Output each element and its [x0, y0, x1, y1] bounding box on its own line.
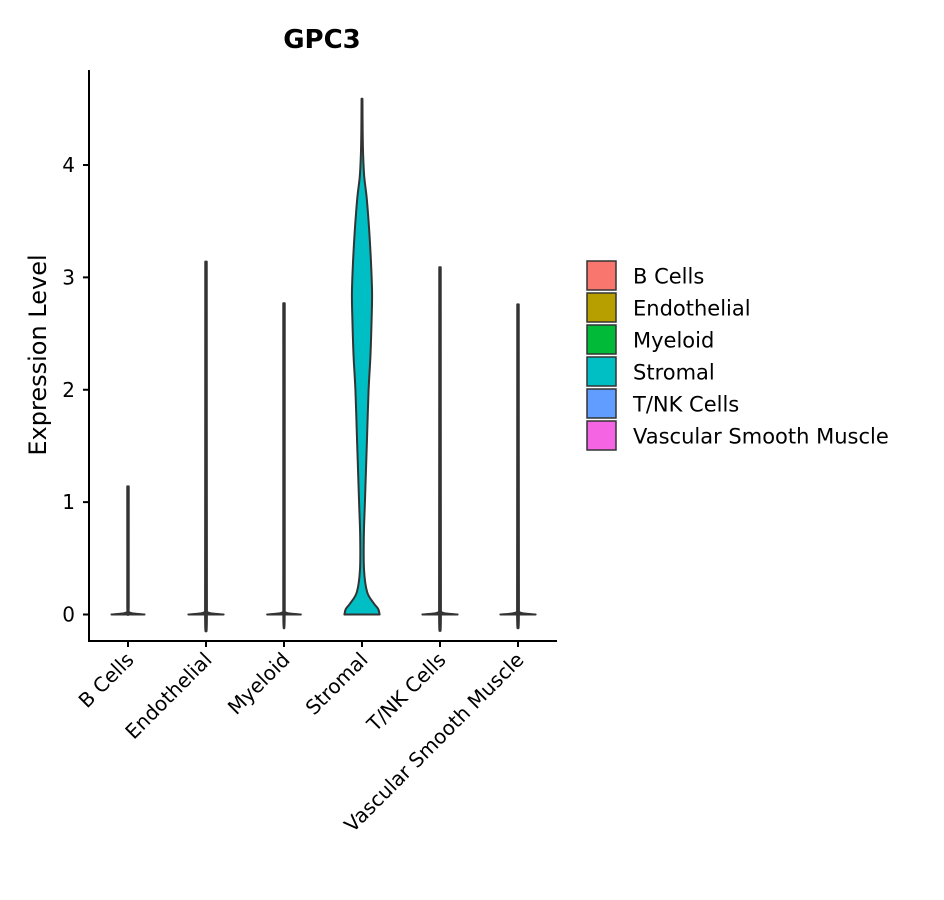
legend-key: [586, 260, 617, 291]
x-tick-label: B Cells: [74, 648, 139, 713]
y-tick-label: 0: [62, 603, 75, 627]
violin-endothelial: [187, 260, 225, 633]
x-tick-label: Stromal: [301, 648, 373, 720]
violin-myeloid: [266, 302, 302, 630]
legend-label: T/NK Cells: [632, 393, 739, 417]
y-tick-label: 3: [62, 265, 75, 289]
legend-label: Endothelial: [633, 297, 751, 321]
y-tick-label: 4: [62, 153, 75, 177]
violin-stromal: [343, 97, 381, 616]
x-tick-label: Myeloid: [223, 648, 295, 720]
legend-label: Myeloid: [633, 329, 714, 353]
legend-label: Vascular Smooth Muscle: [633, 425, 889, 449]
legend-key: [586, 356, 617, 387]
legend-key: [586, 292, 617, 323]
violin-vascular-smooth-muscle: [499, 303, 537, 630]
violin-t-nk-cells: [421, 266, 459, 632]
legend-key: [586, 420, 617, 451]
violin-group: [110, 97, 537, 633]
chart-title: GPC3: [283, 25, 361, 55]
violin-b-cells: [110, 485, 146, 616]
legend: B Cells Endothelial Myeloid Stromal T/NK Cel…: [586, 260, 889, 451]
legend-label: B Cells: [633, 265, 704, 289]
legend-key: [586, 324, 617, 355]
y-axis-title: Expression Level: [24, 254, 52, 455]
y-axis-ticks: 0 1 2 3 4: [62, 153, 89, 627]
legend-key: [586, 388, 617, 419]
y-tick-label: 1: [62, 490, 75, 514]
y-tick-label: 2: [62, 378, 75, 402]
legend-label: Stromal: [633, 361, 715, 385]
